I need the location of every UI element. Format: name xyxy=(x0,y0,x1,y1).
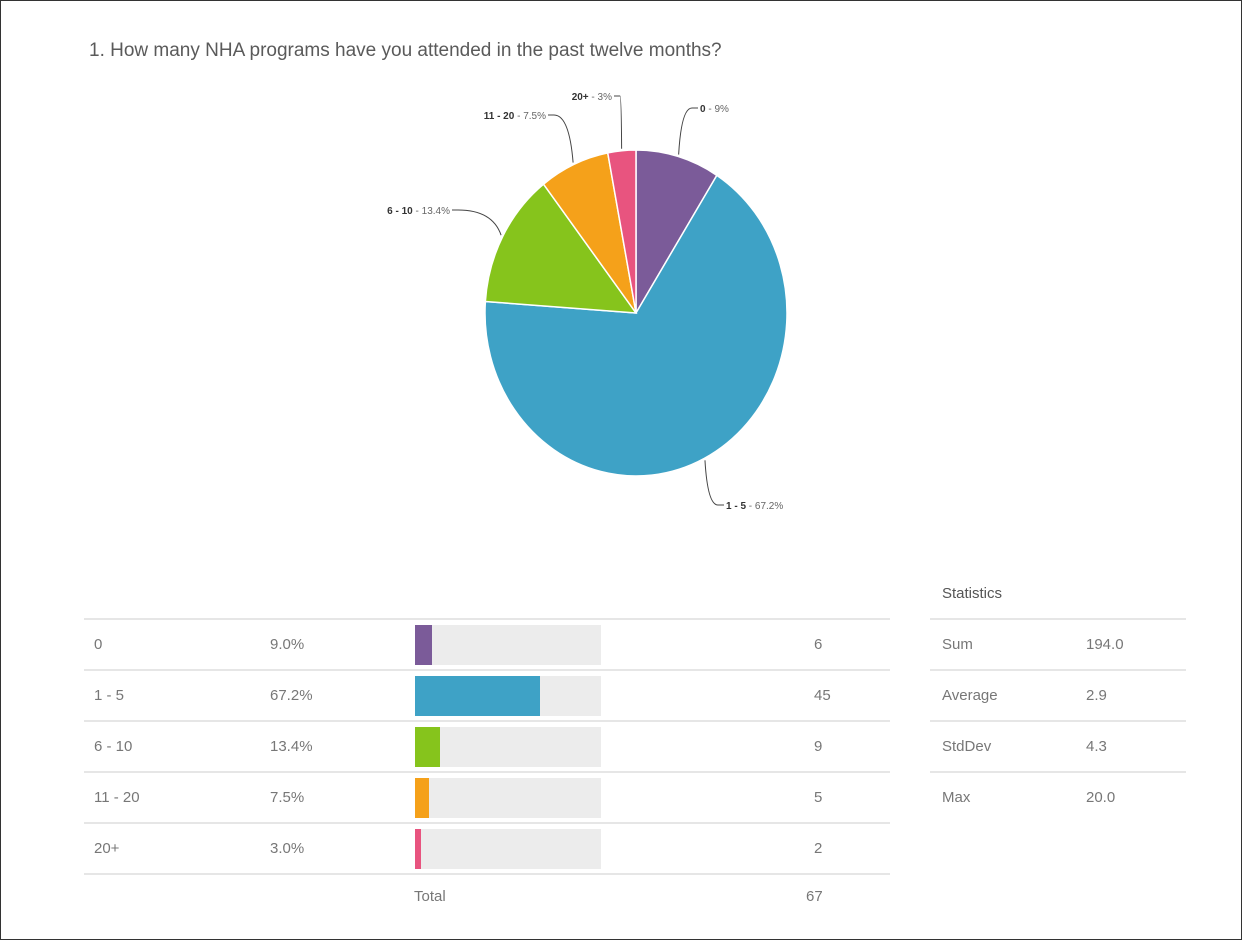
pie-slice-label: 0 - 9% xyxy=(700,104,729,115)
total-value: 67 xyxy=(806,888,823,905)
table-row: 6 - 10 13.4% 9 xyxy=(84,720,890,772)
stat-name: Average xyxy=(930,669,1086,721)
question-title: 1. How many NHA programs have you attend… xyxy=(89,40,722,61)
bar-fill xyxy=(415,828,421,869)
pie-slice-label: 6 - 10 - 13.4% xyxy=(387,206,450,217)
stat-name: Sum xyxy=(930,618,1086,670)
stat-row: Sum 194.0 xyxy=(930,618,1186,670)
pie-slice xyxy=(635,149,718,316)
total-label: Total xyxy=(414,888,446,905)
bar-fill xyxy=(415,624,432,665)
stat-value: 20.0 xyxy=(1086,771,1186,822)
statistics-title: Statistics xyxy=(942,585,1003,602)
stat-row: Max 20.0 xyxy=(930,771,1186,822)
stat-row: Average 2.9 xyxy=(930,669,1186,721)
pie-leader-line xyxy=(452,209,502,236)
pie-slice-label: 20+ - 3% xyxy=(572,92,612,103)
table-row: 1 - 5 67.2% 45 xyxy=(84,669,890,721)
answer-count: 45 xyxy=(705,669,890,721)
answer-percent: 7.5% xyxy=(270,771,415,823)
results-table: 0 9.0% 6 1 - 5 67.2% 45 6 - 10 13.4% 9 1… xyxy=(84,618,890,875)
table-row: 0 9.0% 6 xyxy=(84,618,890,670)
answer-count: 6 xyxy=(705,618,890,670)
stat-name: Max xyxy=(930,771,1086,822)
answer-percent: 13.4% xyxy=(270,720,415,772)
answer-label: 0 xyxy=(84,618,270,670)
answer-count: 9 xyxy=(705,720,890,772)
bar-fill xyxy=(415,777,429,818)
bar-track xyxy=(415,675,601,716)
pie-leader-line xyxy=(678,107,698,155)
answer-percent: 3.0% xyxy=(270,822,415,875)
answer-percent: 9.0% xyxy=(270,618,415,670)
bar-track xyxy=(415,726,601,767)
statistics-table: Sum 194.0 Average 2.9 StdDev 4.3 Max 20.… xyxy=(930,618,1186,822)
bar-fill xyxy=(415,726,440,767)
table-row: 11 - 20 7.5% 5 xyxy=(84,771,890,823)
bar-fill xyxy=(415,675,540,716)
answer-label: 1 - 5 xyxy=(84,669,270,721)
pie-slice xyxy=(484,183,638,314)
bar-track xyxy=(415,828,601,869)
answer-label: 6 - 10 xyxy=(84,720,270,772)
answer-count: 2 xyxy=(705,822,890,875)
pie-slice-label: 11 - 20 - 7.5% xyxy=(484,111,546,122)
stat-value: 194.0 xyxy=(1086,618,1186,670)
answer-percent: 67.2% xyxy=(270,669,415,721)
bar-track xyxy=(415,777,601,818)
bar-track xyxy=(415,624,601,665)
pie-leader-line xyxy=(614,95,623,149)
total-row: Total 67 xyxy=(84,873,890,921)
answer-label: 20+ xyxy=(84,822,270,875)
answer-count: 5 xyxy=(705,771,890,823)
stat-row: StdDev 4.3 xyxy=(930,720,1186,772)
answer-label: 11 - 20 xyxy=(84,771,270,823)
pie-chart: 0 - 9% 1 - 5 - 67.2% 6 - 10 - 13.4% 11 - 20… xyxy=(387,92,788,512)
pie-leader-line xyxy=(548,114,574,163)
table-row: 20+ 3.0% 2 xyxy=(84,822,890,875)
pie-leader-line xyxy=(704,460,724,506)
pie-slice xyxy=(484,174,788,477)
stat-name: StdDev xyxy=(930,720,1086,772)
stat-value: 2.9 xyxy=(1086,669,1186,721)
pie-slice xyxy=(606,149,637,314)
pie-slice-label: 1 - 5 - 67.2% xyxy=(726,501,783,512)
stat-value: 4.3 xyxy=(1086,720,1186,772)
